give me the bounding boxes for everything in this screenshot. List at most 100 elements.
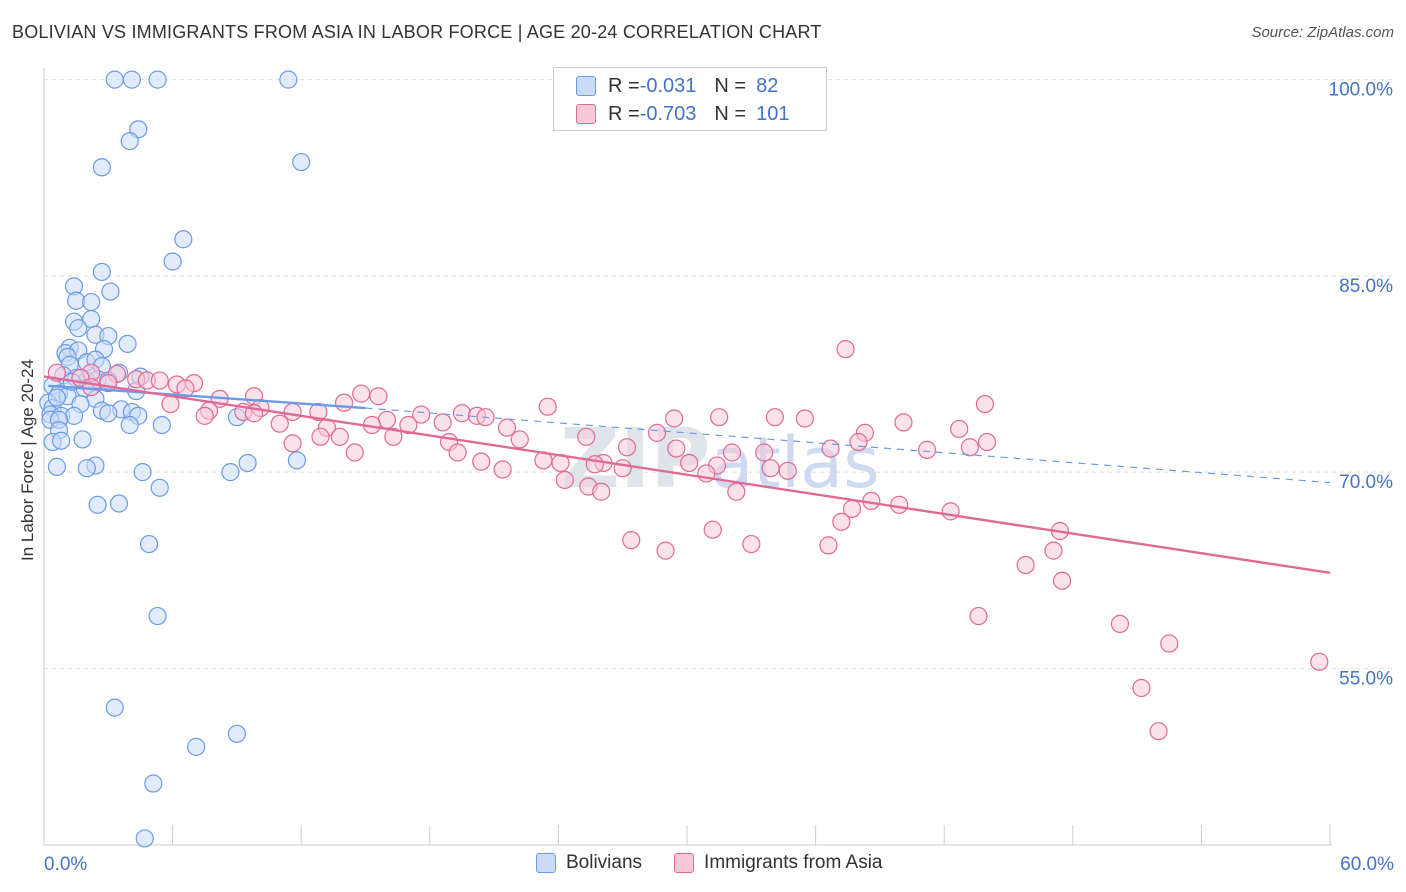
legend-label-bolivians: Bolivians [566, 852, 643, 873]
data-point [950, 419, 969, 439]
data-point [890, 495, 909, 514]
data-point [433, 413, 452, 432]
data-point [647, 423, 667, 442]
legend-row-immigrants-from-asia: R = -0.703 N = 101 [576, 100, 789, 128]
data-point [152, 415, 171, 435]
data-point [352, 384, 371, 403]
data-point [941, 502, 960, 521]
legend-swatch-immigrants-from-asia [576, 104, 596, 124]
data-point [710, 408, 729, 427]
data-point [369, 387, 388, 406]
data-point [917, 440, 937, 459]
legend-r-value: -0.703 [639, 102, 697, 125]
data-point [309, 402, 328, 422]
data-point [287, 451, 307, 470]
data-point [82, 292, 101, 312]
data-point [270, 414, 289, 433]
data-point [975, 394, 995, 414]
data-point [577, 427, 596, 446]
data-point [493, 460, 512, 479]
data-point [399, 415, 418, 435]
data-point [1044, 541, 1063, 560]
data-point [497, 418, 517, 437]
data-point [665, 409, 684, 428]
data-point [472, 452, 491, 471]
data-point [163, 252, 182, 271]
data-point [592, 482, 611, 501]
y-tick-label: 55.0% [1339, 668, 1393, 689]
data-point [47, 457, 66, 476]
data-point [283, 434, 302, 453]
data-point [238, 453, 257, 473]
x-tick-label-min: 0.0% [44, 854, 87, 875]
data-point [667, 439, 686, 458]
data-point [555, 470, 574, 490]
data-point [133, 463, 152, 482]
data-point [82, 377, 101, 397]
data-point [101, 282, 120, 301]
data-point [1160, 634, 1179, 653]
data-point [122, 70, 141, 89]
data-point [176, 379, 195, 398]
series-bolivians [39, 70, 311, 848]
data-point [120, 415, 139, 435]
legend-r-label: R = [608, 74, 640, 97]
data-point [120, 132, 139, 151]
data-point [139, 534, 159, 554]
data-point [722, 443, 742, 462]
legend-swatch-immigrants-from-asia [674, 853, 695, 873]
data-point [311, 427, 330, 446]
data-point [174, 230, 193, 249]
data-point [187, 737, 206, 756]
data-point [1132, 678, 1151, 698]
data-point [118, 334, 137, 354]
data-point [613, 459, 632, 478]
data-point [64, 406, 84, 425]
data-point [452, 404, 472, 423]
data-point [345, 443, 364, 462]
legend-label-immigrants-from-asia: Immigrants from Asia [704, 852, 883, 873]
data-point [92, 262, 111, 282]
data-point [977, 432, 997, 452]
trend-line-dashed [365, 407, 1331, 484]
data-point [969, 606, 988, 626]
data-point [1016, 555, 1035, 575]
data-point [656, 541, 675, 560]
data-point [510, 430, 529, 449]
legend-r-label: R = [608, 102, 640, 125]
legend-row-bolivians: R = -0.031 N = 82 [576, 72, 778, 100]
legend-n-label: N = [714, 74, 747, 97]
data-point [92, 158, 111, 177]
data-point [819, 536, 838, 555]
data-point [161, 394, 180, 414]
legend-swatch-bolivians [536, 853, 556, 873]
data-point [279, 70, 298, 89]
y-tick-labels: 100.0% 85.0% 70.0% 55.0% [1329, 80, 1394, 690]
data-point [292, 152, 311, 172]
data-point [135, 829, 154, 848]
legend-n-label: N = [714, 102, 747, 125]
data-point [195, 406, 214, 425]
trend-line [48, 384, 366, 410]
data-point [755, 443, 774, 462]
gridlines [44, 79, 1395, 669]
stats-legend: R = -0.031 N = 82 R = -0.703 N = 101 [553, 67, 827, 131]
data-point [680, 453, 699, 473]
data-point [622, 531, 641, 550]
data-point [99, 404, 118, 423]
legend-swatch-bolivians [576, 76, 596, 96]
data-point [334, 393, 354, 412]
data-point [795, 409, 814, 428]
data-point [836, 340, 855, 359]
legend-r-value: -0.031 [639, 74, 697, 97]
legend-n-value: 82 [756, 74, 779, 97]
data-point [47, 388, 66, 407]
data-point [765, 408, 784, 427]
data-point [88, 495, 107, 514]
data-point [448, 443, 467, 462]
chart-source: Source: ZipAtlas.com [1251, 24, 1394, 41]
data-point [150, 371, 169, 390]
trend-lines [43, 375, 1331, 575]
data-point [832, 512, 851, 531]
data-point [894, 413, 913, 432]
